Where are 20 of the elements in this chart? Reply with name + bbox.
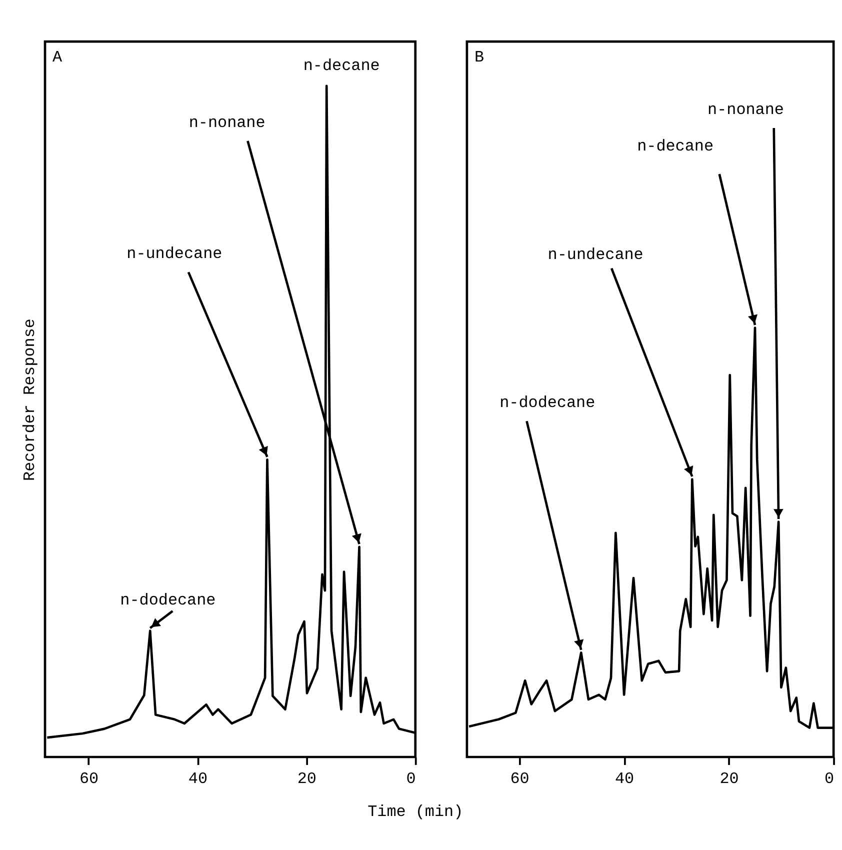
- annotation: n-decane: [303, 56, 380, 75]
- x-tick-label: 40: [614, 770, 634, 788]
- annotation: n-nonane: [708, 100, 784, 119]
- chart-title: A: [52, 48, 63, 66]
- x-axis-title: Time (min): [368, 803, 464, 822]
- x-tick-label: 60: [510, 770, 530, 788]
- annotation: n-dodecane: [500, 394, 596, 412]
- x-tick-label: 20: [720, 770, 739, 788]
- annotation: n-undecane: [126, 245, 222, 264]
- x-tick-label: 60: [79, 770, 99, 788]
- annotation: n-decane: [637, 138, 714, 156]
- chart-title: B: [474, 48, 484, 66]
- annotation: n-dodecane: [120, 592, 216, 610]
- x-tick-label: 0: [824, 770, 834, 788]
- annotation: n-undecane: [548, 246, 644, 264]
- x-tick-label: 40: [188, 770, 208, 788]
- x-tick-label: 20: [297, 770, 316, 788]
- annotation: n-nonane: [188, 114, 266, 132]
- x-tick-label: 0: [406, 770, 416, 788]
- y-axis-title: Recorder Response: [21, 318, 40, 481]
